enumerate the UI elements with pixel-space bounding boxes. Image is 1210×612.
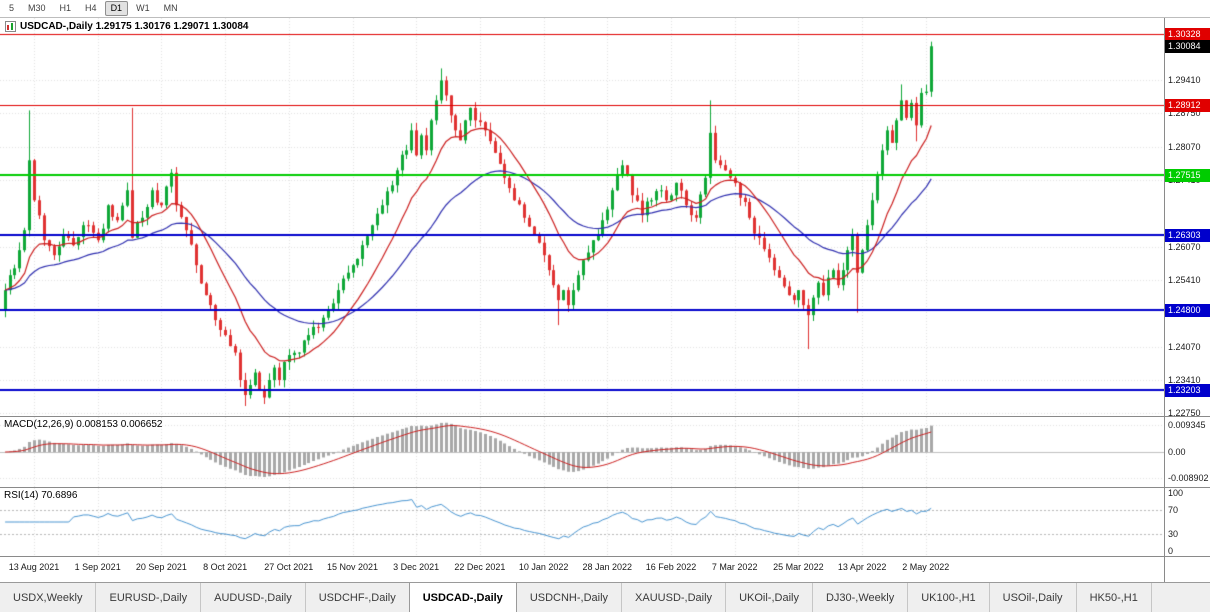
- time-axis-label: 15 Nov 2021: [326, 562, 379, 572]
- timeframe-button-5[interactable]: 5: [9, 3, 15, 13]
- time-axis-label: 13 Apr 2022: [837, 562, 887, 572]
- rsi-axis: 100 70 30 0: [1164, 488, 1210, 556]
- tab-usdx-weekly[interactable]: USDX,Weekly: [0, 583, 97, 612]
- pane-splitter-bottom: [0, 556, 1210, 557]
- tab-eurusd-daily[interactable]: EURUSD-,Daily: [96, 583, 202, 612]
- tab-audusd-daily[interactable]: AUDUSD-,Daily: [201, 583, 306, 612]
- level-price-box: 1.26303: [1165, 229, 1210, 243]
- tab-hk50-h1[interactable]: HK50-,H1: [1076, 583, 1152, 612]
- rsi-axis-label: 100: [1168, 488, 1184, 498]
- level-price-box: 1.27515: [1165, 168, 1210, 182]
- macd-axis-label: 0.009345: [1168, 419, 1206, 430]
- rsi-pane: RSI(14) 70.6896 100 70 30 0: [0, 488, 1210, 556]
- timeframe-button-w1[interactable]: W1: [136, 3, 150, 13]
- timeframe-button-m30[interactable]: M30: [28, 3, 46, 13]
- rsi-label: RSI(14) 70.6896: [4, 490, 78, 501]
- rsi-axis-label: 30: [1168, 528, 1179, 539]
- level-price-box: 1.23203: [1165, 383, 1210, 397]
- price-axis-label: 1.24070: [1168, 341, 1201, 352]
- rsi-canvas[interactable]: [0, 488, 1164, 556]
- timeframe-button-h4[interactable]: H4: [85, 3, 97, 13]
- time-axis-label: 3 Dec 2021: [393, 562, 440, 572]
- tab-usdcnh-daily[interactable]: USDCNH-,Daily: [516, 583, 623, 612]
- time-axis-label: 7 Mar 2022: [711, 562, 758, 572]
- time-axis-label: 13 Aug 2021: [8, 562, 60, 572]
- time-axis-label: 10 Jan 2022: [518, 562, 569, 572]
- chart-title: USDCAD-,Daily 1.29175 1.30176 1.29071 1.…: [5, 21, 249, 32]
- timeframe-button-d1[interactable]: D1: [104, 1, 129, 16]
- time-axis-label: 20 Sep 2021: [135, 562, 187, 572]
- tab-ukoil-daily[interactable]: UKOil-,Daily: [726, 583, 813, 612]
- tab-usdcad-daily[interactable]: USDCAD-,Daily: [408, 583, 517, 612]
- macd-axis: 0.009345 0.00 -0.008902: [1164, 417, 1210, 487]
- time-axis-label: 28 Jan 2022: [582, 562, 633, 572]
- price-axis-label: 1.22750: [1168, 407, 1201, 417]
- level-price-box: 1.30328: [1165, 28, 1210, 42]
- rsi-axis-label: 0: [1168, 546, 1174, 556]
- price-axis-label: 1.28070: [1168, 141, 1201, 152]
- tab-xauusd-daily[interactable]: XAUUSD-,Daily: [622, 583, 727, 612]
- pane-splitter-rsi[interactable]: [0, 487, 1210, 488]
- time-axis-label: 8 Oct 2021: [203, 562, 248, 572]
- price-axis-label: 1.23410: [1168, 374, 1201, 385]
- current-price-box: 1.30084: [1165, 40, 1210, 54]
- price-axis-label: 1.25410: [1168, 274, 1201, 285]
- level-price-box: 1.24800: [1165, 304, 1210, 318]
- tab-dj30-weekly[interactable]: DJ30-,Weekly: [812, 583, 909, 612]
- rsi-axis-label: 70: [1168, 505, 1179, 516]
- chart-title-text: USDCAD-,Daily 1.29175 1.30176 1.29071 1.…: [20, 21, 249, 32]
- chart-tabs-bar: USDX,Weekly EURUSD-,Daily AUDUSD-,Daily USD…: [0, 582, 1210, 612]
- macd-axis-label: -0.008902: [1168, 473, 1209, 484]
- macd-canvas[interactable]: [0, 417, 1164, 487]
- price-axis[interactable]: 1.294101.287501.280701.274101.260701.254…: [1164, 18, 1210, 416]
- price-axis-label: 1.28750: [1168, 107, 1201, 118]
- pane-splitter-macd[interactable]: [0, 416, 1210, 417]
- time-axis-label: 1 Sep 2021: [74, 562, 121, 572]
- macd-axis-label: 0.00: [1168, 447, 1186, 457]
- chart-icon: [5, 21, 16, 32]
- price-axis-label: 1.29410: [1168, 74, 1201, 85]
- timeframe-button-mn[interactable]: MN: [163, 3, 178, 13]
- tab-usdchf-daily[interactable]: USDCHF-,Daily: [305, 583, 410, 612]
- time-axis-label: 25 Mar 2022: [773, 562, 824, 572]
- macd-label: MACD(12,26,9) 0.008153 0.006652: [4, 419, 163, 430]
- price-pane: USDCAD-,Daily 1.29175 1.30176 1.29071 1.…: [0, 18, 1210, 416]
- tab-uk100-h1[interactable]: UK100-,H1: [908, 583, 990, 612]
- time-axis-label: 27 Oct 2021: [264, 562, 314, 572]
- tab-usoil-daily[interactable]: USOil-,Daily: [989, 583, 1077, 612]
- timeframe-toolbar: 5 M30 H1 H4 D1 W1 MN: [0, 0, 1210, 18]
- time-axis-corner: [1164, 557, 1210, 582]
- time-axis-label: 2 May 2022: [902, 562, 950, 572]
- time-axis-label: 16 Feb 2022: [645, 562, 697, 572]
- level-price-box: 1.28912: [1165, 98, 1210, 112]
- price-axis-label: 1.26070: [1168, 241, 1201, 252]
- time-axis-label: 22 Dec 2021: [454, 562, 506, 572]
- macd-pane: MACD(12,26,9) 0.008153 0.006652 0.009345…: [0, 417, 1210, 487]
- time-axis[interactable]: 13 Aug 2021 1 Sep 2021 20 Sep 2021 8 Oct 20…: [0, 557, 1210, 582]
- price-chart-canvas[interactable]: [0, 18, 1164, 416]
- timeframe-button-h1[interactable]: H1: [59, 3, 72, 13]
